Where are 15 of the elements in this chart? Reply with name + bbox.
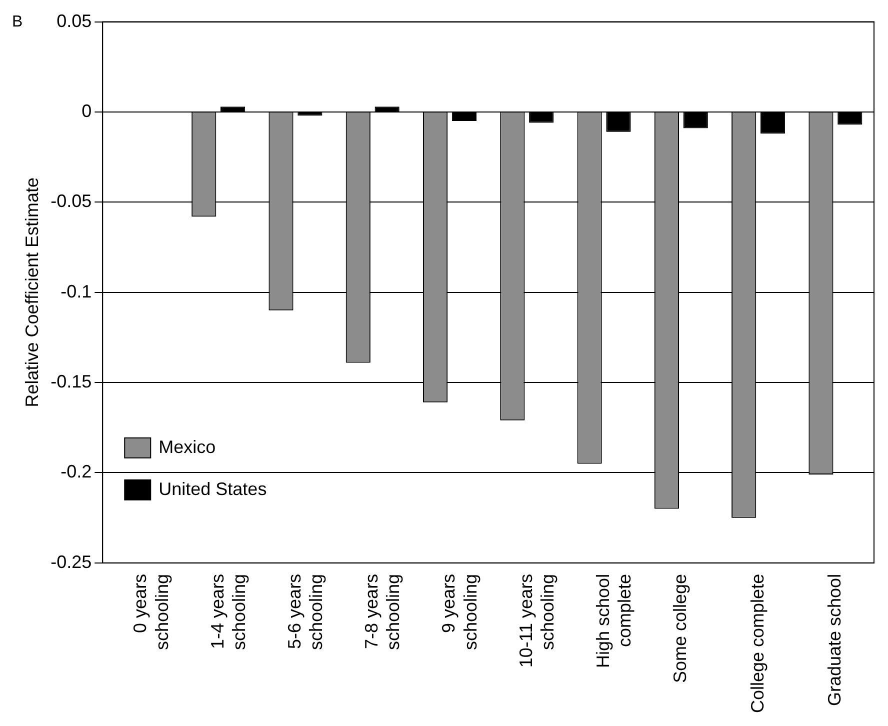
y-tick-label: 0: [82, 100, 92, 121]
y-tick-label: 0.05: [56, 10, 92, 31]
y-axis-title: Relative Coefficient Estimate: [22, 177, 42, 408]
y-tick-label: -0.15: [50, 372, 92, 392]
x-tick-label: College complete: [747, 574, 768, 713]
text: B: [12, 13, 23, 30]
x-tick-label: Graduate school: [824, 574, 844, 706]
legend-label: United States: [158, 478, 267, 499]
y-tick-label: -0.1: [60, 281, 92, 302]
y-tick-label: -0.05: [50, 191, 92, 212]
legend-label: Mexico: [158, 436, 216, 457]
x-tick-label: Some college: [670, 574, 690, 683]
x-tick-label: 0 years schooling: [130, 574, 172, 650]
y-tick-label: -0.2: [60, 462, 92, 482]
y-tick-label: -0.25: [50, 552, 92, 572]
